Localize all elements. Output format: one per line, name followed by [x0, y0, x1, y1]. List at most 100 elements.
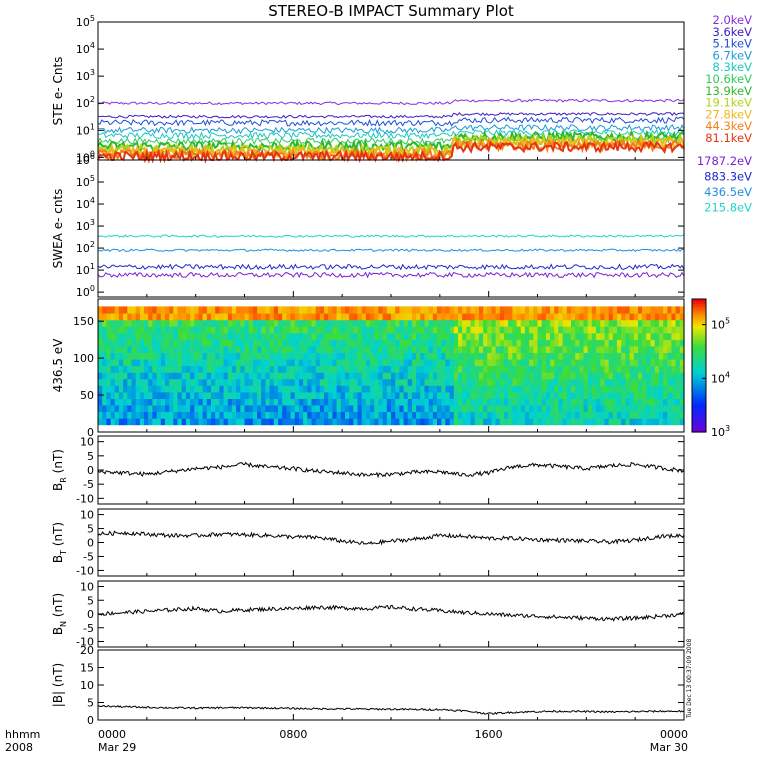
pad-cell [470, 365, 476, 373]
pad-cell [340, 372, 346, 380]
pad-cell [403, 345, 409, 353]
pad-cell [190, 326, 195, 334]
pad-cell [269, 345, 275, 353]
pad-cell [529, 398, 534, 406]
pad-cell [244, 326, 250, 334]
pad-cell [474, 339, 480, 347]
pad-cell [340, 332, 346, 340]
pad-cell [139, 345, 145, 353]
pad-cell [537, 339, 543, 347]
pad-cell [487, 385, 493, 393]
pad-cell [420, 326, 426, 334]
pad-cell [240, 306, 246, 314]
pad-cell [499, 385, 505, 393]
pad-cell [424, 372, 430, 380]
pad-cell [550, 326, 555, 334]
pad-cell [123, 404, 128, 413]
pad-cell [190, 391, 195, 399]
pad-cell [474, 385, 480, 393]
pad-cell [478, 411, 484, 419]
pad-ytick-label: 150 [73, 315, 94, 328]
pad-cell [399, 404, 405, 413]
pad-cell [533, 306, 539, 314]
pad-cell [558, 372, 564, 380]
pad-cell [524, 319, 530, 327]
pad-cell [583, 345, 589, 353]
pad-cell [437, 332, 442, 340]
pad-cell [470, 345, 476, 353]
pad-cell [382, 345, 388, 353]
pad-cell [642, 365, 647, 373]
pad-cell [261, 352, 266, 360]
pad-cell [633, 404, 639, 413]
pad-cell [290, 365, 296, 373]
pad-cell [411, 352, 417, 360]
pad-cell [462, 404, 467, 413]
pad-cell [508, 332, 513, 340]
pad-cell [679, 372, 685, 380]
pad-cell [206, 313, 212, 321]
pad-cell [231, 378, 237, 386]
pad-cell [194, 385, 200, 393]
pad-cell [679, 378, 685, 386]
pad-cell [169, 411, 174, 419]
pad-cell [244, 332, 250, 340]
pad-cell [340, 339, 346, 347]
pad-cell [219, 339, 225, 347]
pad-cell [633, 385, 639, 393]
pad-cell [453, 358, 459, 367]
pad-cell [370, 398, 375, 406]
pad-cell [231, 418, 237, 426]
pad-cell [278, 326, 283, 334]
pad-cell [127, 372, 133, 380]
pad-cell [345, 339, 350, 347]
pad-cell [658, 411, 664, 419]
pad-cell [261, 418, 266, 426]
pad-cell [261, 378, 266, 386]
pad-cell [298, 339, 304, 347]
pad-cell [261, 404, 266, 413]
pad-cell [110, 391, 116, 399]
pad-cell [244, 391, 250, 399]
pad-cell [495, 365, 501, 373]
pad-cell [227, 306, 233, 314]
pad-cell [658, 306, 664, 314]
pad-cell [353, 358, 359, 367]
pad-cell [487, 398, 493, 406]
pad-cell [127, 319, 133, 327]
pad-cell [650, 391, 656, 399]
pad-cell [194, 358, 200, 367]
pad-cell [269, 306, 275, 314]
pad-cell [223, 339, 229, 347]
pad-cell [571, 398, 576, 406]
pad-cell [395, 418, 400, 426]
pad-cell [453, 411, 459, 419]
pad-cell [458, 418, 463, 426]
pad-cell [386, 313, 392, 321]
pad-cell [257, 411, 262, 419]
pad-cell [365, 404, 371, 413]
pad-cell [466, 306, 472, 314]
pad-cell [541, 306, 547, 314]
colorbar-cell [692, 414, 706, 418]
pad-cell [437, 339, 442, 347]
pad-cell [152, 358, 158, 367]
pad-cell [236, 385, 241, 393]
pad-cell [621, 352, 626, 360]
pad-cell [520, 319, 526, 327]
pad-cell [654, 365, 660, 373]
pad-cell [311, 391, 317, 399]
pad-cell [679, 339, 685, 347]
pad-cell [625, 352, 631, 360]
pad-cell [307, 411, 313, 419]
pad-cell [499, 398, 505, 406]
pad-cell [139, 418, 145, 426]
pad-cell [106, 345, 112, 353]
pad-cell [487, 326, 493, 334]
pad-cell [349, 358, 354, 367]
pad-cell [545, 352, 551, 360]
pad-cell [298, 313, 304, 321]
bn-trace [97, 604, 684, 622]
pad-cell [587, 404, 593, 413]
pad-cell [587, 385, 593, 393]
